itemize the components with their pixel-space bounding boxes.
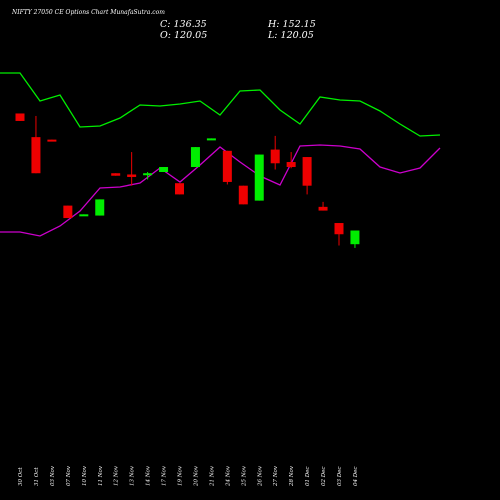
low-value: L: 120.05 <box>267 30 314 41</box>
candle-down <box>318 206 328 211</box>
indicator-line-1 <box>0 72 441 137</box>
candle-down <box>15 113 25 121</box>
candle-down <box>334 223 344 235</box>
close-value: C: 136.35 <box>160 19 207 30</box>
x-tick-label: 20 Nov <box>193 465 199 487</box>
candle-down <box>270 149 280 164</box>
x-tick-label: 25 Nov <box>241 465 247 487</box>
x-tick-label: 12 Nov <box>114 465 120 486</box>
x-tick-label: 10 Nov <box>82 465 88 486</box>
open-value: O: 120.05 <box>160 30 207 41</box>
x-tick-label: 07 Nov <box>66 465 72 486</box>
candlesticks <box>15 113 360 248</box>
x-tick-label: 03 Dec <box>337 467 343 487</box>
x-tick-label: 02 Dec <box>321 467 327 487</box>
candle-down <box>31 137 41 174</box>
x-tick-label: 21 Nov <box>209 465 215 487</box>
candle-up <box>143 173 153 176</box>
high-value: H: 152.15 <box>267 19 316 30</box>
x-axis-labels: 30 Oct 31 Oct 03 Nov 07 Nov 10 Nov 11 Nov 12 N… <box>18 465 359 487</box>
candle-down <box>127 174 137 177</box>
x-tick-label: 14 Nov <box>146 465 152 486</box>
candle-down <box>222 150 232 182</box>
candle-down <box>47 139 57 142</box>
indicator-lines <box>0 72 441 237</box>
x-tick-label: 17 Nov <box>162 465 168 486</box>
x-tick-label: 19 Nov <box>178 465 184 486</box>
candle-up <box>254 154 264 201</box>
candle-down <box>63 205 73 219</box>
candle-down <box>302 157 312 186</box>
chart-title: NIFTY 27050 CE Options Chart MunafaSutra… <box>11 9 165 16</box>
x-tick-label: 03 Nov <box>50 465 56 486</box>
x-tick-label: 26 Nov <box>257 465 263 487</box>
x-tick-label: 30 Oct <box>18 467 24 486</box>
candle-down <box>238 185 248 205</box>
x-tick-label: 13 Nov <box>130 465 136 486</box>
candle-up <box>95 199 105 216</box>
candle-up <box>350 230 360 245</box>
candle-down <box>175 183 184 195</box>
candle-up <box>190 147 200 168</box>
x-tick-label: 04 Dec <box>353 467 359 487</box>
x-tick-label: 31 Oct <box>34 467 40 486</box>
x-tick-label: 11 Nov <box>98 465 104 486</box>
x-tick-label: 28 Nov <box>289 465 295 487</box>
candle-down <box>286 162 296 168</box>
candle-down <box>111 173 121 176</box>
indicator-line-2 <box>0 144 441 237</box>
x-tick-label: 01 Dec <box>305 467 311 487</box>
x-tick-label: 24 Nov <box>225 465 231 487</box>
candle-up <box>79 214 89 217</box>
x-tick-label: 27 Nov <box>273 465 279 487</box>
candle-up <box>159 167 169 172</box>
candle-up <box>206 138 216 141</box>
